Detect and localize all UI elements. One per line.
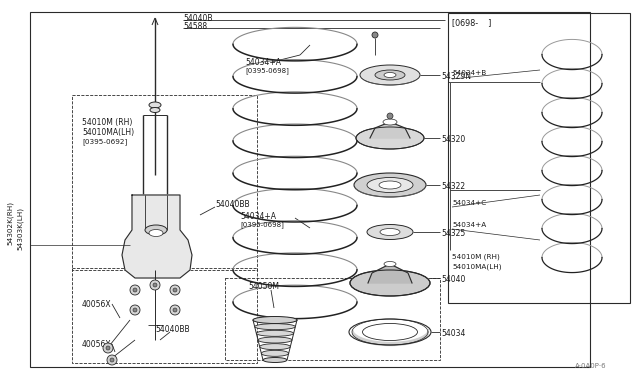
Ellipse shape [383,119,397,125]
Circle shape [107,355,117,365]
Text: 54040: 54040 [441,275,465,284]
Polygon shape [122,195,192,278]
Text: 54302K(RH): 54302K(RH) [7,201,13,245]
Ellipse shape [367,224,413,240]
Bar [30,12,590,367]
Circle shape [130,285,140,295]
Text: 54588: 54588 [183,22,207,31]
Text: 54320: 54320 [441,135,465,144]
Ellipse shape [258,337,292,343]
Text: 54034+C: 54034+C [452,200,486,206]
Ellipse shape [350,270,430,296]
Ellipse shape [263,357,287,362]
Text: [0395-0698]: [0395-0698] [240,221,284,228]
Text: 40056X: 40056X [82,340,111,349]
Ellipse shape [145,225,167,235]
Text: 54010M (RH): 54010M (RH) [452,253,500,260]
Text: 54034+A: 54034+A [452,222,486,228]
Ellipse shape [255,324,295,330]
Text: 54034+A: 54034+A [240,212,276,221]
Text: [0395-0692]: [0395-0692] [82,138,127,145]
Text: A·0A0P·6: A·0A0P·6 [575,363,607,369]
Bar [72,268,257,363]
Text: 54040BB: 54040BB [215,200,250,209]
Circle shape [173,288,177,292]
Ellipse shape [149,230,163,237]
Circle shape [103,343,113,353]
Text: 54010MA(LH): 54010MA(LH) [452,263,502,269]
Circle shape [173,308,177,312]
Text: 54322: 54322 [441,182,465,191]
Circle shape [130,305,140,315]
Polygon shape [370,122,410,138]
Text: 54329N: 54329N [441,72,471,81]
Text: 54325: 54325 [441,229,465,238]
Circle shape [170,285,180,295]
Circle shape [387,113,393,119]
Text: [0395-0698]: [0395-0698] [245,67,289,74]
Ellipse shape [360,65,420,85]
Text: 54303K(LH): 54303K(LH) [17,207,23,250]
Ellipse shape [261,350,289,356]
Circle shape [150,280,160,290]
Circle shape [153,283,157,287]
Text: 54040B: 54040B [183,14,212,23]
Text: [0698-    ]: [0698- ] [452,18,492,27]
Ellipse shape [257,330,294,336]
Bar [72,95,257,270]
Circle shape [170,305,180,315]
Ellipse shape [149,102,161,108]
Circle shape [106,346,110,350]
Bar [448,13,630,303]
Ellipse shape [384,73,396,77]
Text: 40056X: 40056X [82,300,111,309]
Polygon shape [368,264,412,283]
Circle shape [110,358,114,362]
Text: 54010M (RH): 54010M (RH) [82,118,132,127]
Text: 54034+B: 54034+B [452,70,486,76]
Ellipse shape [356,127,424,149]
Text: 54040BB: 54040BB [155,325,189,334]
Ellipse shape [380,228,400,235]
Ellipse shape [253,317,297,324]
Text: 54050M: 54050M [248,282,279,291]
Text: 54034: 54034 [441,329,465,338]
Bar [225,278,440,360]
Circle shape [133,288,137,292]
Text: 54010MA(LH): 54010MA(LH) [82,128,134,137]
Text: 54034+A: 54034+A [245,58,281,67]
Ellipse shape [384,262,396,266]
Ellipse shape [375,70,405,80]
Ellipse shape [260,344,291,350]
Circle shape [372,32,378,38]
Ellipse shape [379,181,401,189]
Ellipse shape [367,177,413,192]
Ellipse shape [253,317,297,323]
Ellipse shape [354,173,426,197]
Ellipse shape [150,108,160,112]
Circle shape [133,308,137,312]
